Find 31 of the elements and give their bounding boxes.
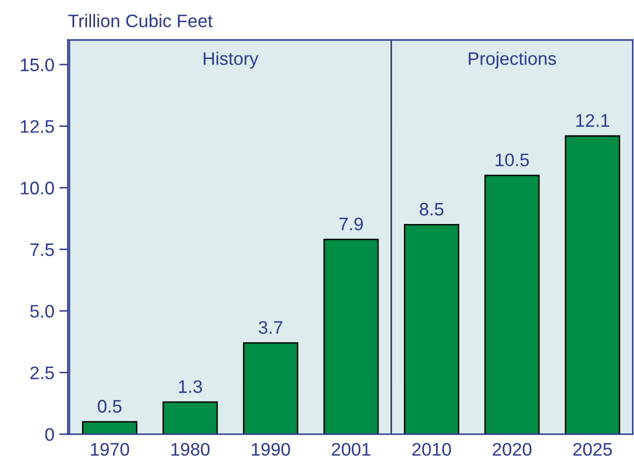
bar [82,421,138,434]
data-label: 12.1 [576,114,610,127]
x-tick-label: 1980 [171,442,210,456]
y-tick-label: 7.5 [30,243,54,256]
x-tick-label: 1990 [252,442,290,456]
x-tick-label: 2020 [492,442,532,456]
data-label: 3.7 [258,321,282,334]
x-tick-label: 1970 [90,442,130,456]
bar [162,401,218,434]
x-tick-label: 2025 [573,442,612,456]
y-tick-label: 10.0 [20,182,54,194]
data-label: 8.5 [420,202,444,216]
data-label: 10.5 [496,154,529,166]
bar [242,342,298,434]
y-tick-label: 15.0 [20,58,54,72]
data-label: 0.5 [98,400,122,413]
x-tick-label: 2001 [332,442,370,456]
bar [564,135,620,434]
band-label: Projections [468,52,556,69]
y-tick-label: 0 [45,428,54,441]
band-label: History [204,52,258,69]
y-tick-label: 5.0 [30,304,54,318]
bar [484,174,540,434]
data-label: 1.3 [178,380,202,393]
y-axis-title: Trillion Cubic Feet [68,14,213,28]
bar [323,238,379,434]
data-label: 7.9 [339,218,363,230]
y-tick-label: 12.5 [20,120,54,133]
x-tick-label: 2010 [412,442,451,456]
y-tick-label: 2.5 [30,366,54,380]
bar [404,224,460,434]
